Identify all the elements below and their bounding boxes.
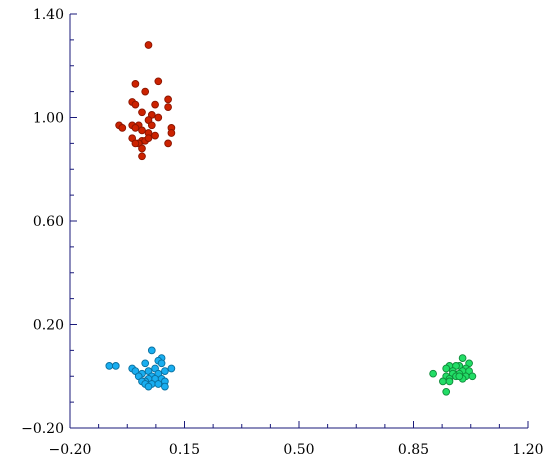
data-point [141, 87, 150, 96]
x-tick-label: 0.50 [283, 442, 314, 458]
y-tick-label: 1.40 [33, 7, 64, 23]
data-point [138, 144, 146, 153]
data-point [118, 124, 127, 132]
y-tick-label: 0.20 [33, 318, 64, 334]
data-point [161, 382, 169, 391]
data-point [144, 382, 153, 391]
data-point [154, 113, 163, 122]
x-tick-label: 0.15 [169, 442, 200, 458]
data-point [105, 362, 114, 370]
data-point [138, 126, 146, 135]
data-point [429, 369, 437, 378]
y-tick-label: −0.20 [21, 421, 64, 437]
data-point [144, 41, 153, 49]
series-3 [429, 354, 477, 396]
data-point [442, 364, 451, 373]
data-point [164, 95, 172, 104]
series-2 [105, 346, 176, 391]
data-point [157, 359, 166, 368]
data-points [105, 41, 477, 396]
x-tick-label: −0.20 [49, 442, 92, 458]
data-point [445, 377, 454, 386]
data-point [131, 124, 140, 132]
data-point [131, 80, 140, 88]
data-point [167, 364, 176, 373]
x-tick-label: 0.85 [398, 442, 429, 458]
data-point [151, 100, 159, 109]
data-point [167, 129, 176, 137]
data-point [151, 131, 159, 140]
data-point [161, 367, 169, 375]
data-point [154, 380, 163, 388]
data-point [138, 152, 146, 161]
data-point [442, 387, 451, 396]
data-point [111, 362, 120, 370]
data-point [455, 372, 464, 381]
tick-labels: −0.20 0.20 0.60 1.00 1.40 −0.20 0.15 0.50 0.85 1.… [21, 7, 543, 458]
data-point [147, 346, 156, 355]
y-axis-ticks [70, 13, 77, 429]
data-point [147, 121, 156, 130]
x-tick-label: 1.20 [512, 442, 543, 458]
data-point [131, 100, 140, 109]
data-point [141, 359, 150, 368]
data-point [154, 77, 163, 86]
x-axis-ticks [69, 421, 529, 428]
y-tick-label: 1.00 [33, 111, 64, 127]
data-point [164, 103, 172, 111]
data-point [458, 354, 467, 362]
y-tick-label: 0.60 [33, 214, 64, 230]
series-1 [115, 41, 176, 161]
data-point [468, 372, 477, 381]
data-point [164, 139, 172, 148]
data-point [131, 139, 140, 148]
data-point [138, 108, 146, 117]
data-point [144, 134, 153, 143]
data-point [439, 377, 447, 386]
